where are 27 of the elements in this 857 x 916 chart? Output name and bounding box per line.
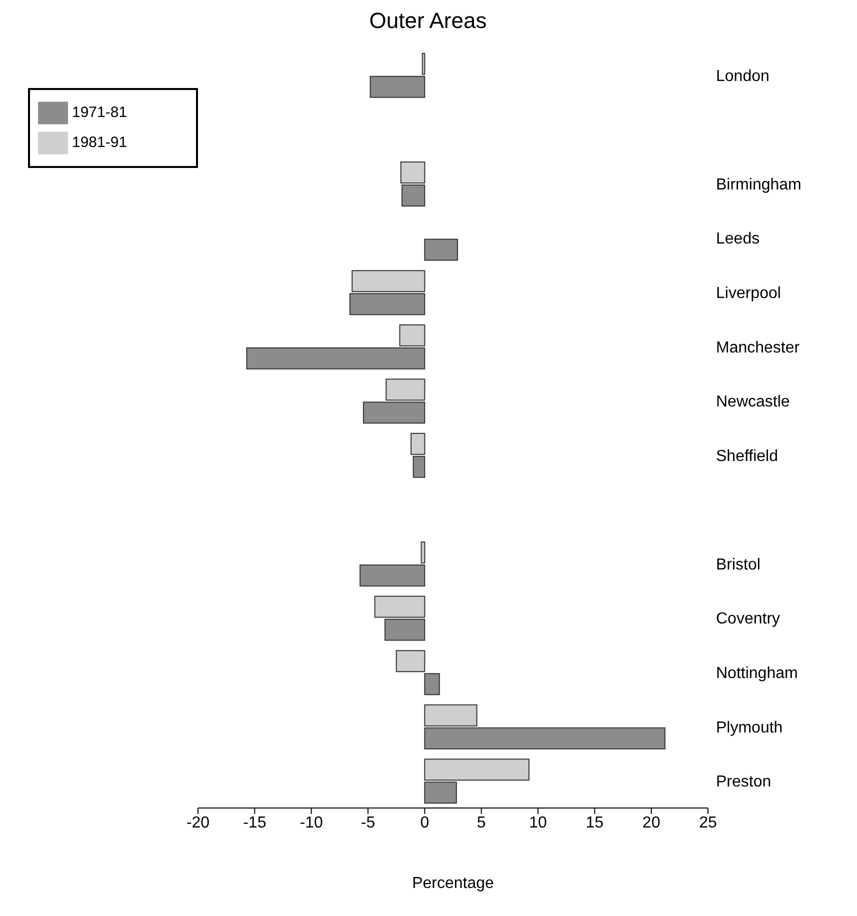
x-tick-label: 0 <box>420 814 430 832</box>
y-tick-label: Plymouth <box>716 719 783 736</box>
x-tick-label: 15 <box>586 814 604 832</box>
x-tick-label: 20 <box>642 814 660 832</box>
legend-label: 1971-81 <box>72 104 128 122</box>
x-tick-label: 10 <box>529 814 547 832</box>
y-tick-label: London <box>716 68 770 85</box>
chart-title: Outer Areas <box>368 8 488 34</box>
y-tick-label: Coventry <box>716 610 780 628</box>
x-tick-label: -20 <box>186 814 210 832</box>
bar <box>424 238 458 261</box>
y-tick-label: Liverpool <box>716 284 781 302</box>
y-tick-label: Birmingham <box>716 176 802 194</box>
x-tick-label: -5 <box>360 814 376 832</box>
y-tick-label: Preston <box>716 774 772 791</box>
y-tick-label: Nottingham <box>716 664 798 682</box>
y-tick-label: Leeds <box>716 230 760 248</box>
x-tick-label: 5 <box>476 814 486 832</box>
x-tick-label: -10 <box>300 814 323 832</box>
y-tick-label: Manchester <box>716 339 800 356</box>
x-tick-label: -15 <box>243 814 266 832</box>
x-tick-label: 25 <box>699 814 717 832</box>
y-tick-label: Bristol <box>716 556 760 574</box>
y-tick-label: Newcastle <box>716 394 790 411</box>
legend-label: 1981-91 <box>72 134 128 152</box>
x-axis-title: Percentage <box>412 875 494 892</box>
y-tick-label: Sheffield <box>716 448 778 465</box>
